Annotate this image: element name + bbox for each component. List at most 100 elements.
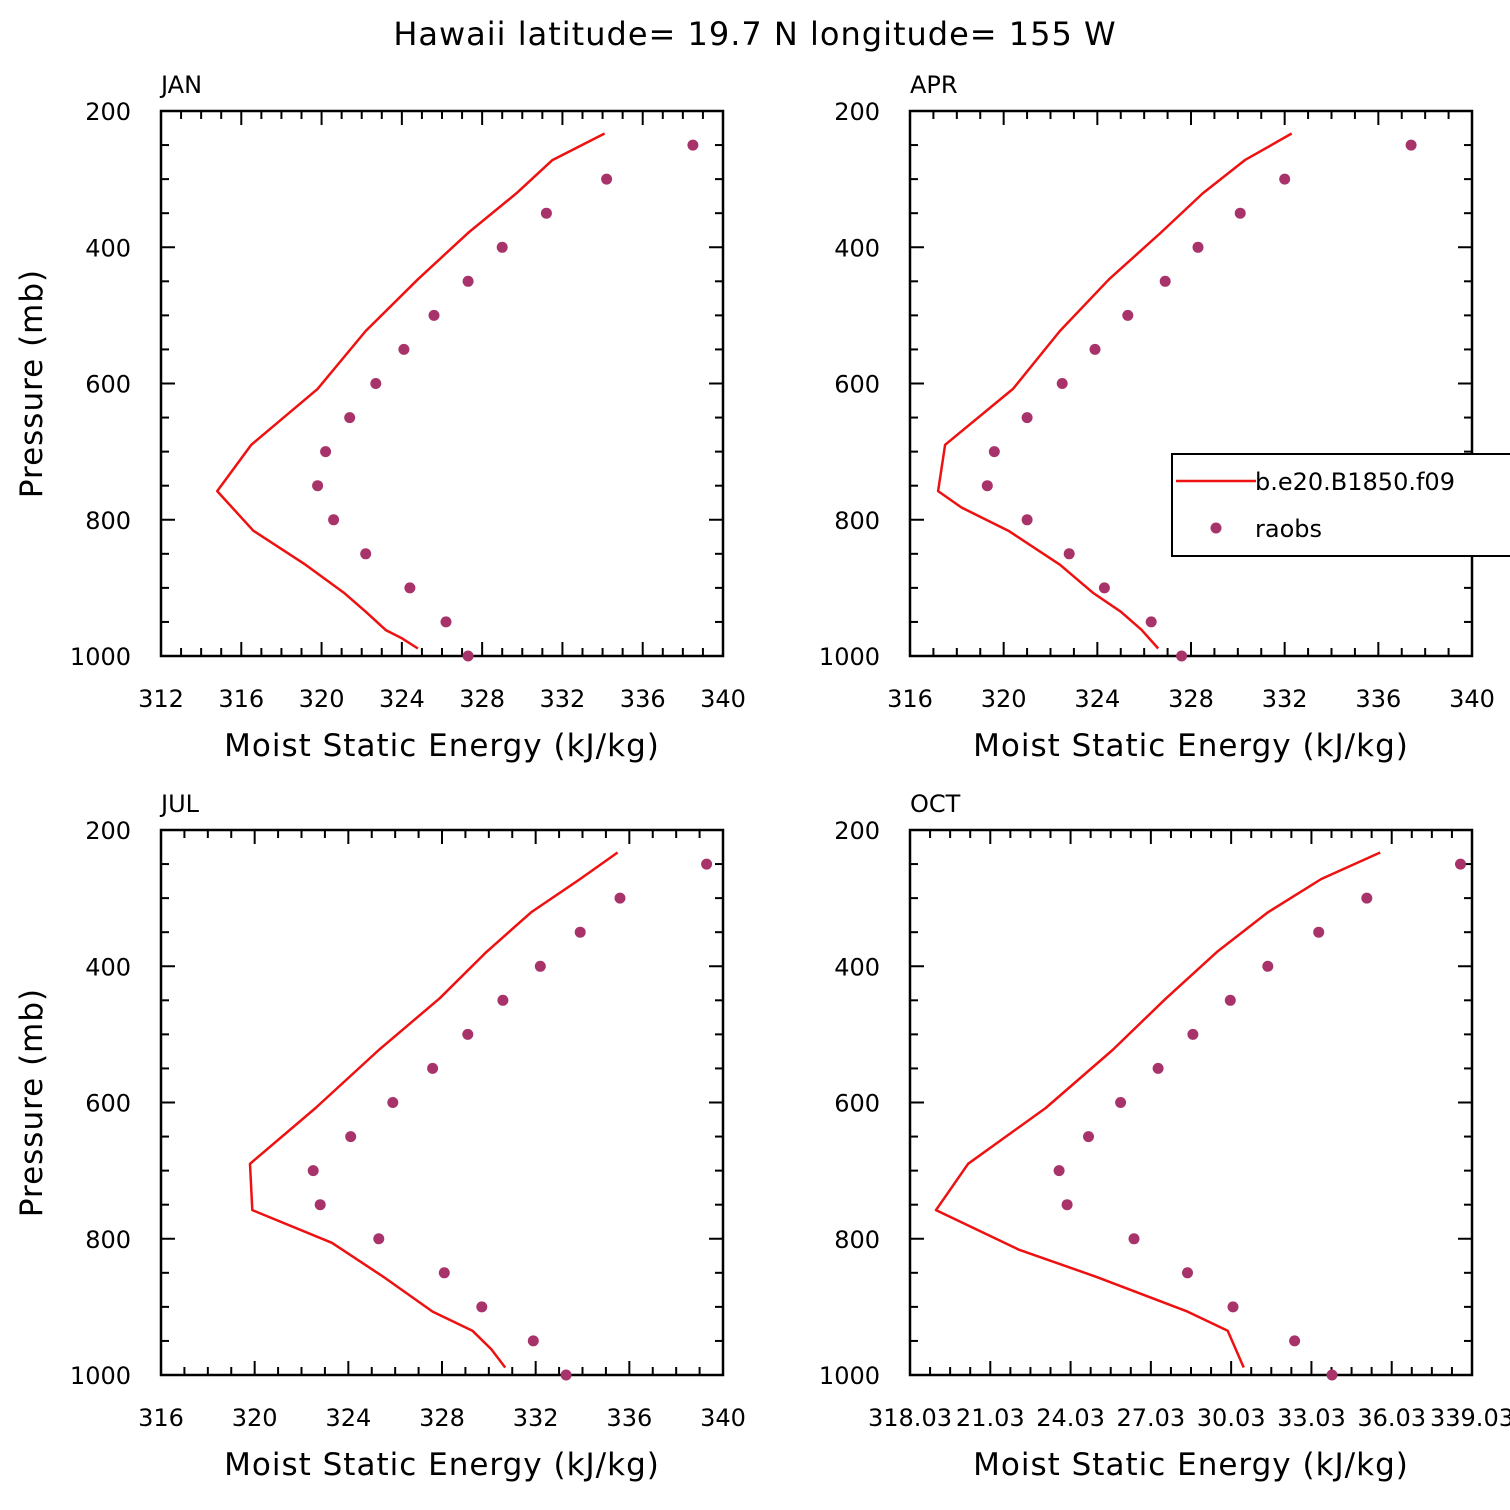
data-point-raobs xyxy=(497,994,509,1006)
data-point-raobs xyxy=(614,892,626,904)
data-point-raobs xyxy=(404,582,416,594)
y-tick-label: 200 xyxy=(85,98,131,126)
data-point-raobs xyxy=(1083,1131,1094,1143)
y-tick-label: 1000 xyxy=(70,1362,131,1390)
plot-frame xyxy=(908,109,1474,658)
x-axis-title: Moist Static Energy (kJ/kg) xyxy=(973,728,1409,764)
y-tick-label: 1000 xyxy=(70,643,131,671)
legend-label-model: b.e20.B1850.f09 xyxy=(1255,468,1455,496)
series-line-model xyxy=(248,851,619,1369)
data-point-raobs xyxy=(988,446,1000,458)
data-point-raobs xyxy=(560,1369,572,1381)
y-tick-label: 400 xyxy=(85,953,131,981)
y-tick-label: 200 xyxy=(834,817,880,845)
x-tick-label: 336 xyxy=(606,1404,652,1432)
data-point-raobs xyxy=(1122,309,1134,321)
x-tick-label: 316 xyxy=(138,1404,184,1432)
data-point-raobs xyxy=(1128,1233,1140,1245)
x-tick-label: 30.03 xyxy=(1197,1404,1266,1432)
data-point-raobs xyxy=(527,1335,539,1347)
data-point-raobs xyxy=(534,960,546,972)
y-tick-label: 200 xyxy=(85,817,131,845)
x-tick-label: 320 xyxy=(299,685,345,713)
data-point-raobs xyxy=(1061,1199,1073,1211)
data-point-raobs xyxy=(440,616,452,628)
panel-label: OCT xyxy=(910,790,961,818)
data-point-raobs xyxy=(428,309,440,321)
y-tick-label: 800 xyxy=(85,507,131,535)
x-tick-label: 340 xyxy=(700,685,746,713)
y-tick-label: 600 xyxy=(85,371,131,399)
data-point-raobs xyxy=(1361,892,1373,904)
data-point-raobs xyxy=(601,173,613,185)
data-point-raobs xyxy=(345,1131,357,1143)
plot-frame xyxy=(159,828,725,1377)
x-tick-label: 27.03 xyxy=(1116,1404,1185,1432)
x-tick-label: 339.03 xyxy=(1430,1404,1510,1432)
y-tick-label: 800 xyxy=(85,1226,131,1254)
data-point-raobs xyxy=(312,480,324,492)
y-tick-label: 200 xyxy=(834,98,880,126)
x-tick-label: 332 xyxy=(1262,685,1308,713)
x-tick-label: 324 xyxy=(379,685,425,713)
x-tick-label: 320 xyxy=(981,685,1027,713)
x-tick-label: 336 xyxy=(620,685,666,713)
data-point-raobs xyxy=(1063,548,1075,560)
x-tick-label: 318.03 xyxy=(868,1404,952,1432)
y-tick-label: 800 xyxy=(834,1226,880,1254)
data-point-raobs xyxy=(476,1301,488,1313)
x-axis-title: Moist Static Energy (kJ/kg) xyxy=(973,1447,1409,1483)
data-point-raobs xyxy=(687,139,699,151)
data-point-raobs xyxy=(462,275,474,287)
y-axis-title: Pressure (mb) xyxy=(14,988,50,1217)
x-tick-label: 324 xyxy=(1074,685,1120,713)
data-point-raobs xyxy=(1227,1301,1239,1313)
data-point-raobs xyxy=(1159,275,1171,287)
data-point-raobs xyxy=(1405,139,1417,151)
data-point-raobs xyxy=(1145,616,1157,628)
data-point-raobs xyxy=(370,378,382,389)
data-point-raobs xyxy=(1115,1097,1127,1108)
x-tick-label: 340 xyxy=(700,1404,746,1432)
data-point-raobs xyxy=(314,1199,326,1211)
x-tick-label: 316 xyxy=(218,685,264,713)
data-point-raobs xyxy=(1056,378,1068,389)
y-tick-label: 600 xyxy=(834,371,880,399)
data-point-raobs xyxy=(307,1165,319,1177)
series-line-model xyxy=(936,132,1293,650)
x-tick-label: 324 xyxy=(325,1404,371,1432)
x-tick-label: 340 xyxy=(1449,685,1495,713)
data-point-raobs xyxy=(344,412,356,424)
data-point-raobs xyxy=(320,446,332,458)
y-tick-label: 1000 xyxy=(819,1362,880,1390)
panel-label: JAN xyxy=(159,71,202,99)
x-tick-label: 36.03 xyxy=(1357,1404,1426,1432)
x-axis-title: Moist Static Energy (kJ/kg) xyxy=(224,1447,660,1483)
data-point-raobs xyxy=(328,514,340,526)
y-tick-label: 400 xyxy=(834,953,880,981)
x-tick-label: 312 xyxy=(138,685,184,713)
panel-label: APR xyxy=(910,71,958,99)
data-point-raobs xyxy=(574,926,586,938)
data-point-raobs xyxy=(701,858,713,870)
panels: JAN 312 316 320 324 328 332 336 340 200 400 600 800 1… xyxy=(14,71,1510,1483)
data-point-raobs xyxy=(1289,1335,1301,1347)
legend-dot-marker xyxy=(1210,522,1222,534)
data-point-raobs xyxy=(387,1097,399,1108)
panel-jul: JUL 316 320 324 328 332 336 340 200 400 600 800 1000… xyxy=(14,790,746,1483)
panel-label: JUL xyxy=(159,790,200,818)
plot-frame xyxy=(908,828,1474,1377)
x-tick-label: 328 xyxy=(1168,685,1214,713)
x-axis-title: Moist Static Energy (kJ/kg) xyxy=(224,728,660,764)
data-point-raobs xyxy=(1152,1062,1164,1074)
y-tick-label: 800 xyxy=(834,507,880,535)
panel-jan: JAN 312 316 320 324 328 332 336 340 200 400 600 800 1… xyxy=(14,71,746,764)
data-point-raobs xyxy=(1326,1369,1338,1381)
data-point-raobs xyxy=(1053,1165,1065,1177)
series-line-model xyxy=(215,132,606,650)
data-point-raobs xyxy=(360,548,372,560)
data-point-raobs xyxy=(1192,241,1204,253)
x-tick-label: 332 xyxy=(540,685,586,713)
data-point-raobs xyxy=(1262,960,1274,972)
